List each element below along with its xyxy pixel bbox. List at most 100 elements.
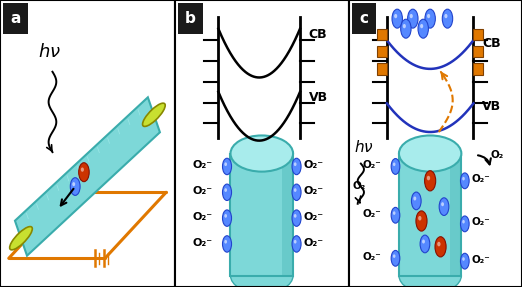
Text: O₂⁻: O₂⁻	[303, 160, 324, 170]
Ellipse shape	[394, 14, 397, 18]
Text: O₂⁻: O₂⁻	[472, 174, 491, 184]
Ellipse shape	[416, 211, 427, 231]
Ellipse shape	[462, 220, 465, 224]
Ellipse shape	[444, 14, 447, 18]
Text: CB: CB	[309, 28, 327, 41]
Ellipse shape	[424, 171, 436, 191]
Ellipse shape	[393, 254, 396, 258]
Text: $h\nu$: $h\nu$	[39, 43, 62, 61]
Bar	[231, 154, 293, 276]
Ellipse shape	[294, 162, 296, 166]
Ellipse shape	[294, 214, 296, 218]
Ellipse shape	[222, 236, 232, 252]
Ellipse shape	[391, 207, 400, 223]
Ellipse shape	[224, 188, 227, 192]
Bar	[473, 46, 483, 57]
Ellipse shape	[224, 240, 227, 244]
Ellipse shape	[294, 188, 296, 192]
Ellipse shape	[72, 182, 75, 186]
Text: a: a	[10, 11, 21, 26]
Ellipse shape	[403, 24, 406, 28]
Ellipse shape	[292, 236, 301, 252]
Ellipse shape	[224, 162, 227, 166]
Ellipse shape	[408, 9, 418, 28]
Text: O₂⁻: O₂⁻	[192, 238, 212, 247]
Ellipse shape	[411, 192, 421, 210]
Ellipse shape	[462, 177, 465, 181]
Text: O₂⁻: O₂⁻	[363, 252, 381, 262]
Text: O₂⁻: O₂⁻	[363, 160, 381, 170]
Ellipse shape	[392, 9, 402, 28]
Bar	[377, 29, 387, 40]
Ellipse shape	[441, 202, 444, 206]
Ellipse shape	[292, 184, 301, 201]
Text: O₂⁻: O₂⁻	[303, 238, 324, 247]
Text: VB: VB	[482, 100, 501, 113]
Bar	[450, 154, 461, 276]
Ellipse shape	[393, 162, 396, 166]
Text: O₂: O₂	[491, 150, 504, 160]
Bar	[377, 63, 387, 75]
Ellipse shape	[231, 135, 293, 172]
Ellipse shape	[292, 158, 301, 175]
Ellipse shape	[294, 240, 296, 244]
Ellipse shape	[401, 19, 411, 38]
Text: O₂⁻: O₂⁻	[192, 160, 212, 170]
Ellipse shape	[420, 24, 423, 28]
Bar	[377, 46, 387, 57]
Ellipse shape	[399, 257, 461, 287]
Ellipse shape	[143, 103, 165, 127]
Ellipse shape	[222, 184, 232, 201]
Ellipse shape	[425, 9, 435, 28]
Ellipse shape	[222, 210, 232, 226]
Ellipse shape	[231, 257, 293, 287]
Ellipse shape	[420, 235, 430, 253]
Ellipse shape	[79, 163, 89, 182]
Ellipse shape	[460, 253, 469, 269]
Ellipse shape	[393, 211, 396, 215]
Text: CB: CB	[482, 36, 501, 50]
Ellipse shape	[292, 210, 301, 226]
Bar	[282, 154, 293, 276]
Ellipse shape	[418, 19, 429, 38]
Ellipse shape	[437, 242, 441, 246]
Bar	[473, 29, 483, 40]
Ellipse shape	[439, 198, 449, 216]
Text: O₂⁻: O₂⁻	[192, 186, 212, 196]
Bar	[179, 3, 203, 34]
Ellipse shape	[9, 226, 32, 250]
Bar	[4, 3, 28, 34]
Ellipse shape	[460, 173, 469, 189]
Ellipse shape	[410, 14, 413, 18]
Text: b: b	[185, 11, 196, 26]
Ellipse shape	[422, 240, 425, 244]
Bar	[473, 63, 483, 75]
Ellipse shape	[460, 216, 469, 232]
Ellipse shape	[222, 158, 232, 175]
Ellipse shape	[399, 135, 461, 172]
Ellipse shape	[418, 216, 421, 220]
Ellipse shape	[413, 197, 416, 201]
Ellipse shape	[427, 14, 430, 18]
Bar	[399, 154, 461, 276]
Ellipse shape	[70, 178, 80, 195]
Ellipse shape	[391, 158, 400, 174]
Text: c: c	[360, 11, 369, 26]
Text: VB: VB	[309, 91, 328, 104]
Text: $h\nu$: $h\nu$	[354, 139, 374, 155]
Ellipse shape	[427, 176, 430, 180]
Ellipse shape	[81, 167, 84, 172]
Text: O₂⁻: O₂⁻	[303, 212, 324, 222]
Text: O₂⁻: O₂⁻	[303, 186, 324, 196]
Ellipse shape	[462, 257, 465, 261]
Ellipse shape	[442, 9, 453, 28]
Text: O₂⁻: O₂⁻	[472, 255, 491, 265]
Bar	[352, 3, 376, 34]
Text: O₂⁻: O₂⁻	[363, 209, 381, 219]
Ellipse shape	[224, 214, 227, 218]
Text: O₂: O₂	[352, 181, 365, 191]
Text: O₂⁻: O₂⁻	[192, 212, 212, 222]
Text: O₂⁻: O₂⁻	[472, 218, 491, 227]
Polygon shape	[15, 97, 160, 256]
Ellipse shape	[391, 250, 400, 266]
